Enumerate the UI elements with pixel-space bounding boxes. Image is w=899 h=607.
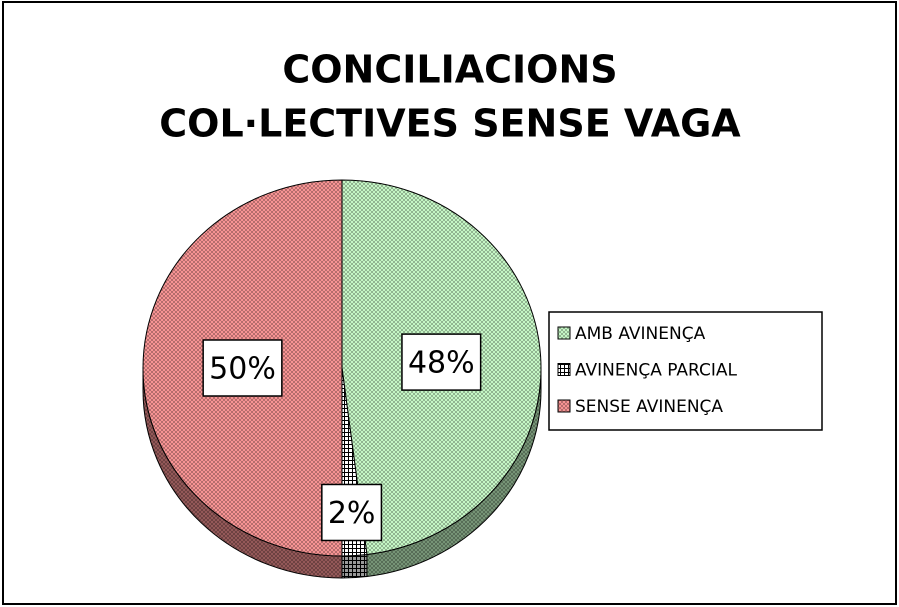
chart-title: COL·LECTIVES SENSE VAGA <box>159 102 741 146</box>
legend-swatch <box>557 363 571 376</box>
data-label: 48% <box>408 346 475 381</box>
data-label-group: 48% <box>401 333 482 391</box>
data-label: 50% <box>209 352 276 387</box>
pie-side <box>341 553 368 579</box>
legend-swatch <box>557 326 571 340</box>
legend-label: AMB AVINENÇA <box>575 324 706 344</box>
legend-box <box>548 311 823 431</box>
legend-label: AVINENÇA PARCIAL <box>575 361 738 381</box>
chart-title: CONCILIACIONS <box>282 48 617 92</box>
data-label-box <box>321 483 383 542</box>
legend-label: SENSE AVINENÇA <box>575 397 723 417</box>
data-label: 2% <box>328 496 376 531</box>
data-label-group: 50% <box>202 339 283 397</box>
data-label-box <box>401 333 482 391</box>
legend-swatch <box>557 399 571 413</box>
data-label-group: 2% <box>321 483 383 542</box>
data-label-box <box>202 339 283 397</box>
